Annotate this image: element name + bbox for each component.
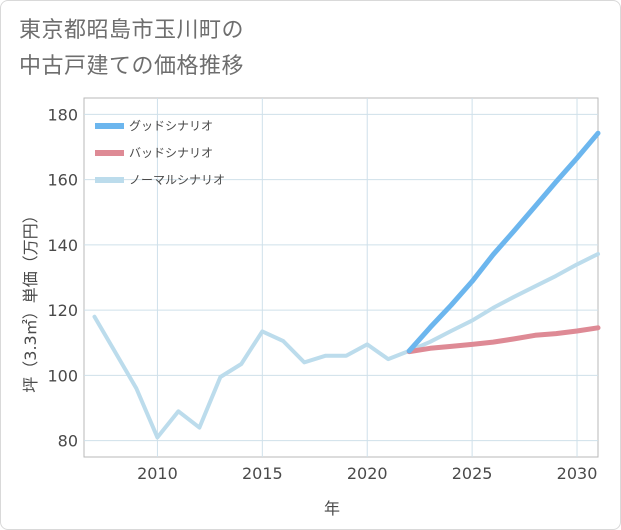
- y-tick-label: 160: [47, 171, 78, 190]
- tick-labels: 2010 2015 2020 2025 2030 80 100 120 140 160 180: [47, 105, 597, 483]
- chart-title-line-1: 東京都昭島市玉川町の: [19, 18, 245, 43]
- chart-title-line-2: 中古戸建ての価格推移: [19, 54, 245, 79]
- x-tick-label: 2030: [557, 464, 598, 483]
- series-line-2: [92, 252, 600, 440]
- series-lines: [92, 130, 601, 440]
- y-tick-label: 140: [47, 236, 78, 255]
- series-line-0: [406, 130, 601, 354]
- x-tick-label: 2025: [452, 464, 493, 483]
- x-tick-label: 2020: [347, 464, 388, 483]
- y-tick-label: 100: [47, 366, 78, 385]
- legend-label: ノーマルシナリオ: [129, 173, 225, 187]
- x-tick-label: 2010: [137, 464, 178, 483]
- y-axis-title: 坪（3.3㎡）単価（万円）: [21, 207, 40, 392]
- x-tick-label: 2015: [242, 464, 283, 483]
- chart-title: 東京都昭島市玉川町の 中古戸建ての価格推移: [19, 13, 244, 85]
- y-tick-label: 120: [47, 301, 78, 320]
- legend-label: バッドシナリオ: [129, 146, 213, 160]
- legend-label: グッドシナリオ: [129, 119, 213, 133]
- y-tick-label: 180: [47, 105, 78, 124]
- x-axis-title: 年: [324, 499, 340, 518]
- y-tick-label: 80: [58, 432, 78, 451]
- series-line-1: [406, 325, 601, 355]
- plot-area: [83, 97, 599, 458]
